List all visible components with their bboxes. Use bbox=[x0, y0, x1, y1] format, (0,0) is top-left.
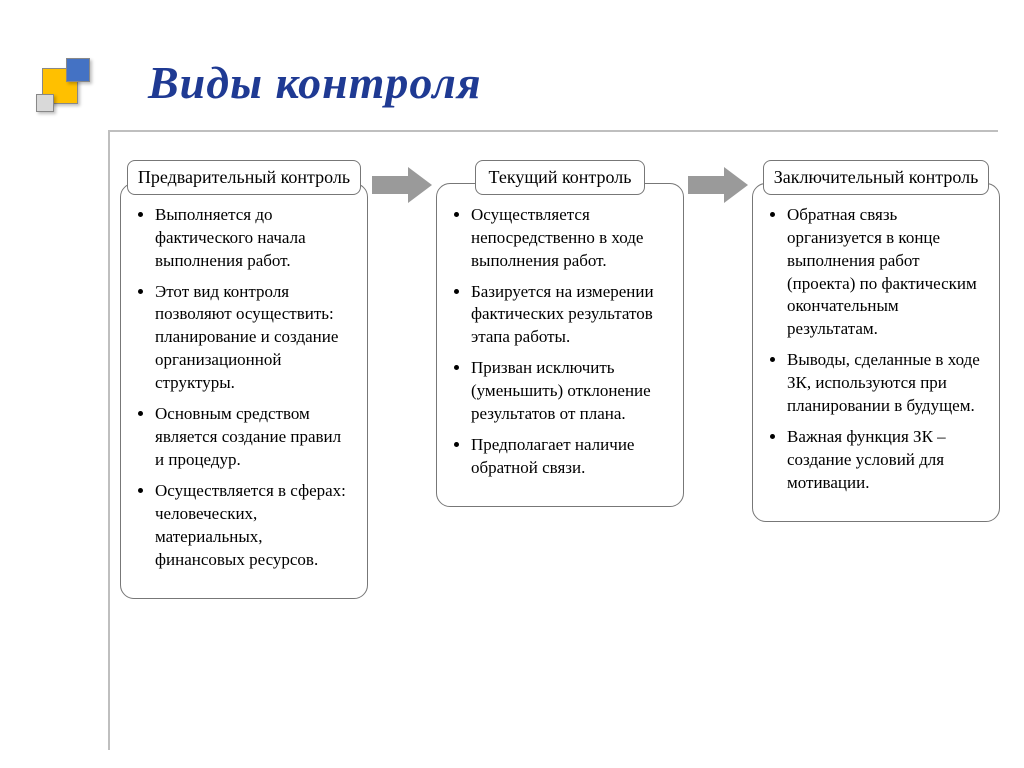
list-item: Обратная связь организуется в конце выпо… bbox=[787, 204, 985, 342]
rule-horizontal bbox=[108, 130, 998, 132]
list-item: Базируется на измерении фактических резу… bbox=[471, 281, 669, 350]
column-header: Предварительный контроль bbox=[127, 160, 361, 195]
arrow-icon bbox=[372, 160, 432, 210]
list-item: Этот вид контроля позволяют осуществить:… bbox=[155, 281, 353, 396]
column-header: Заключительный контроль bbox=[763, 160, 990, 195]
column-final: Заключительный контроль Обратная связь о… bbox=[752, 160, 1000, 522]
list-item: Предполагает наличие обратной связи. bbox=[471, 434, 669, 480]
item-list: Осуществляется непосредственно в ходе вы… bbox=[451, 204, 669, 480]
list-item: Важная функция ЗК – создание условий для… bbox=[787, 426, 985, 495]
column-current: Текущий контроль Осуществляется непосред… bbox=[436, 160, 684, 507]
column-body: Обратная связь организуется в конце выпо… bbox=[752, 183, 1000, 522]
column-body: Выполняется до фактического начала выпол… bbox=[120, 183, 368, 599]
column-header: Текущий контроль bbox=[475, 160, 645, 195]
logo-square-blue bbox=[66, 58, 90, 82]
item-list: Обратная связь организуется в конце выпо… bbox=[767, 204, 985, 495]
slide-logo bbox=[36, 58, 92, 114]
list-item: Основным средством является создание пра… bbox=[155, 403, 353, 472]
item-list: Выполняется до фактического начала выпол… bbox=[135, 204, 353, 572]
diagram-row: Предварительный контроль Выполняется до … bbox=[120, 160, 1000, 720]
list-item: Осуществляется в сферах: человеческих, м… bbox=[155, 480, 353, 572]
list-item: Выводы, сделанные в ходе ЗК, используютс… bbox=[787, 349, 985, 418]
list-item: Выполняется до фактического начала выпол… bbox=[155, 204, 353, 273]
list-item: Осуществляется непосредственно в ходе вы… bbox=[471, 204, 669, 273]
rule-vertical bbox=[108, 130, 110, 750]
column-body: Осуществляется непосредственно в ходе вы… bbox=[436, 183, 684, 507]
page-title: Виды контроля bbox=[148, 56, 482, 109]
column-preliminary: Предварительный контроль Выполняется до … bbox=[120, 160, 368, 599]
list-item: Призван исключить (уменьшить) отклонение… bbox=[471, 357, 669, 426]
arrow-icon bbox=[688, 160, 748, 210]
logo-square-gray bbox=[36, 94, 54, 112]
